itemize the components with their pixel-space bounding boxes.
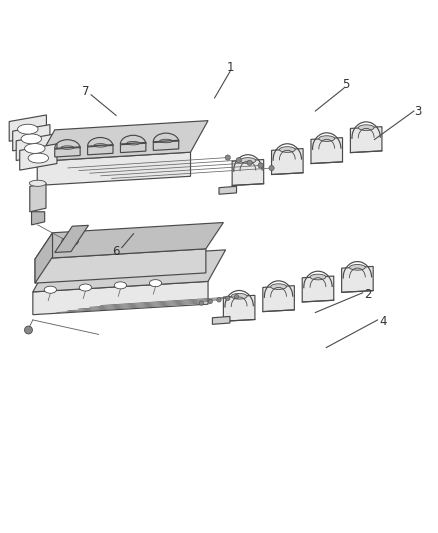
Text: 2: 2 xyxy=(364,288,372,302)
Polygon shape xyxy=(35,222,223,259)
Ellipse shape xyxy=(62,237,78,246)
Ellipse shape xyxy=(29,180,46,187)
Polygon shape xyxy=(33,281,208,314)
Polygon shape xyxy=(37,120,208,161)
Text: 5: 5 xyxy=(343,78,350,91)
Polygon shape xyxy=(35,249,206,283)
Polygon shape xyxy=(30,183,46,212)
Polygon shape xyxy=(311,138,343,164)
Polygon shape xyxy=(33,250,226,292)
Ellipse shape xyxy=(127,141,139,145)
Ellipse shape xyxy=(18,124,38,134)
Polygon shape xyxy=(120,143,146,152)
Text: 4: 4 xyxy=(379,315,387,328)
Circle shape xyxy=(247,160,252,165)
Polygon shape xyxy=(223,295,255,321)
Polygon shape xyxy=(272,149,303,174)
Ellipse shape xyxy=(114,282,127,289)
Text: 1: 1 xyxy=(226,61,234,74)
Circle shape xyxy=(226,296,230,301)
Polygon shape xyxy=(263,286,294,312)
Text: 7: 7 xyxy=(81,85,89,98)
Ellipse shape xyxy=(25,143,45,154)
Ellipse shape xyxy=(319,136,335,141)
Ellipse shape xyxy=(240,158,256,163)
Polygon shape xyxy=(232,159,264,185)
Polygon shape xyxy=(16,134,53,160)
Polygon shape xyxy=(32,212,45,225)
Circle shape xyxy=(236,158,241,163)
Circle shape xyxy=(217,298,221,302)
Ellipse shape xyxy=(159,139,173,143)
Ellipse shape xyxy=(279,147,295,152)
Polygon shape xyxy=(350,127,382,152)
Ellipse shape xyxy=(94,143,107,147)
Polygon shape xyxy=(55,148,80,157)
Ellipse shape xyxy=(44,286,57,293)
Polygon shape xyxy=(37,152,191,185)
Polygon shape xyxy=(302,276,334,302)
Ellipse shape xyxy=(28,153,49,163)
Circle shape xyxy=(269,165,274,171)
Ellipse shape xyxy=(310,274,326,280)
Circle shape xyxy=(234,294,239,299)
Ellipse shape xyxy=(61,146,74,149)
Polygon shape xyxy=(9,115,46,141)
Ellipse shape xyxy=(271,284,286,289)
Ellipse shape xyxy=(21,134,42,144)
Circle shape xyxy=(25,326,32,334)
Polygon shape xyxy=(55,225,88,253)
Text: 3: 3 xyxy=(415,104,422,117)
Circle shape xyxy=(258,163,263,168)
Circle shape xyxy=(199,301,204,305)
Ellipse shape xyxy=(231,294,247,299)
Circle shape xyxy=(225,155,230,160)
Polygon shape xyxy=(153,141,179,150)
Circle shape xyxy=(208,300,212,304)
Ellipse shape xyxy=(350,264,365,270)
Text: 6: 6 xyxy=(112,245,120,257)
Ellipse shape xyxy=(79,284,92,291)
Polygon shape xyxy=(219,187,237,194)
Polygon shape xyxy=(88,146,113,155)
Polygon shape xyxy=(212,317,230,324)
Polygon shape xyxy=(342,266,373,292)
Polygon shape xyxy=(35,233,53,283)
Ellipse shape xyxy=(358,125,374,131)
Polygon shape xyxy=(13,125,50,151)
Ellipse shape xyxy=(63,238,69,242)
Ellipse shape xyxy=(149,280,162,287)
Polygon shape xyxy=(20,144,57,170)
